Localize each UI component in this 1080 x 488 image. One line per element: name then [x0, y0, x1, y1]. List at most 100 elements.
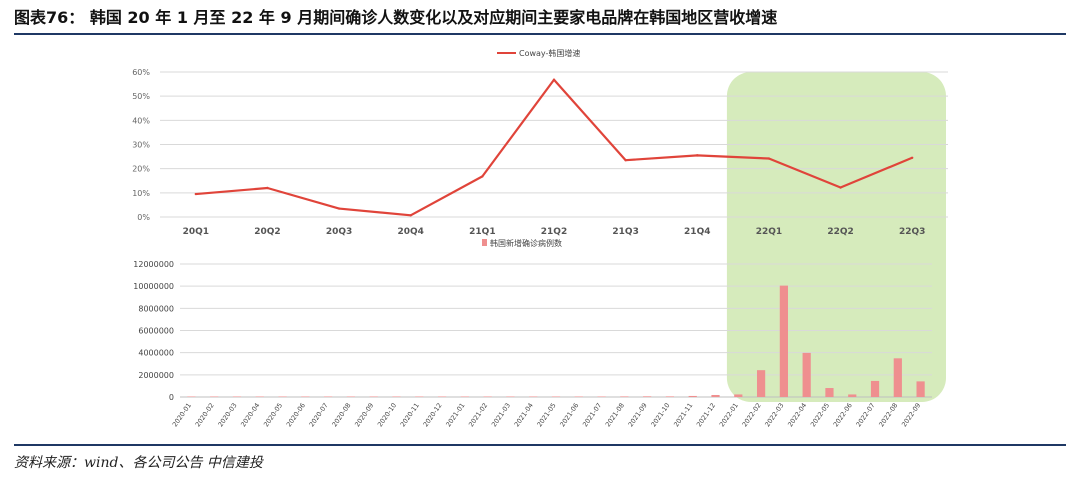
- figure-header: 图表76： 韩国 20 年 1 月至 22 年 9 月期间确诊人数变化以及对应期…: [14, 4, 1066, 34]
- line-x-tick-label: 21Q2: [541, 227, 567, 237]
- bar-x-tick-label: 2020-03: [216, 402, 238, 429]
- line-point: [910, 156, 914, 159]
- line-x-tick-label: 21Q4: [684, 227, 710, 237]
- line-x-tick-label: 22Q2: [827, 227, 853, 237]
- bar-x-tick-label: 2020-05: [262, 402, 284, 429]
- bar: [278, 396, 287, 397]
- bar: [415, 396, 424, 397]
- line-point: [194, 192, 198, 196]
- bar: [392, 396, 401, 397]
- bar: [756, 370, 766, 397]
- line-point: [337, 207, 341, 210]
- bar-x-tick-label: 2021-12: [695, 402, 717, 429]
- line-point: [481, 175, 484, 178]
- bar-x-tick-label: 2021-10: [649, 402, 671, 429]
- bar: [802, 352, 811, 397]
- line-y-tick-label: 40%: [132, 116, 150, 125]
- bar: [506, 396, 515, 397]
- line-x-tick-label: 20Q4: [398, 227, 424, 237]
- line-legend-label: Coway-韩国增速: [519, 48, 580, 58]
- bar: [255, 396, 264, 397]
- line-point: [696, 154, 699, 157]
- line-point: [767, 157, 771, 160]
- combined-chart: 0% 10% 20% 30% 40% 50% 60% 20Q1 20Q2 20Q3 20Q4 21Q1…: [132, 48, 948, 429]
- line-y-tick-label: 0%: [137, 213, 150, 222]
- bar: [711, 394, 720, 397]
- bar: [574, 396, 583, 397]
- bar: [187, 396, 196, 397]
- bar: [870, 380, 880, 397]
- bar-x-tick-label: 2020-06: [285, 402, 307, 429]
- bar-x-tick-label: 2022-02: [741, 402, 763, 429]
- bar-x-tick-label: 2022-09: [900, 402, 922, 429]
- bar-y-tick-label: 6000000: [138, 327, 174, 336]
- line-y-tick-label: 10%: [132, 189, 150, 198]
- line-x-tick-label: 20Q1: [183, 227, 209, 237]
- bar: [346, 396, 356, 397]
- bar: [893, 358, 902, 397]
- bar-x-tick-label: 2021-04: [513, 402, 535, 429]
- bar: [916, 381, 925, 397]
- bar-x-tick-label: 2021-03: [490, 402, 512, 429]
- bar-x-tick-label: 2020-01: [171, 402, 193, 429]
- line-x-tick-label: 21Q1: [469, 227, 495, 237]
- bar-x-tick-label: 2021-08: [604, 402, 626, 429]
- bar: [825, 388, 834, 397]
- bar-x-tick-label: 2021-09: [627, 402, 649, 429]
- bar: [324, 396, 333, 397]
- bar-y-tick-label: 0: [169, 393, 174, 402]
- bar: [597, 396, 606, 397]
- bar: [688, 395, 697, 397]
- line-point: [409, 214, 412, 217]
- figure-source: 资料来源：wind、各公司公告 中信建投: [14, 455, 263, 471]
- line-x-tick-label: 22Q1: [756, 227, 782, 237]
- bar-legend-label: 韩国新增确诊病例数: [490, 238, 562, 248]
- line-x-tick-label: 20Q2: [254, 227, 280, 237]
- bar-x-tick-label: 2020-04: [239, 402, 261, 429]
- bar-y-tick-label: 8000000: [138, 304, 174, 313]
- top-rule: [14, 33, 1066, 35]
- line-x-tick-label: 22Q3: [899, 227, 925, 237]
- bar-legend-swatch: [482, 239, 487, 246]
- bar-x-tick-label: 2021-05: [535, 402, 557, 429]
- bar: [848, 394, 857, 397]
- bar-x-tick-label: 2020-02: [194, 402, 216, 429]
- bar-x-tick-label: 2021-11: [672, 402, 694, 429]
- line-y-tick-label: 60%: [132, 68, 150, 77]
- bar: [483, 396, 492, 397]
- line-point: [552, 78, 556, 81]
- line-y-tick-label: 50%: [132, 92, 150, 101]
- bar: [551, 396, 561, 397]
- bar-y-tick-label: 4000000: [138, 349, 174, 358]
- bar-x-tick-label: 2022-01: [718, 402, 740, 429]
- bar-x-tick-label: 2022-04: [786, 402, 808, 429]
- bar: [301, 396, 310, 397]
- bar-x-tick-label: 2022-08: [877, 402, 899, 429]
- bar-x-tick-label: 2020-12: [422, 402, 444, 429]
- bar: [620, 396, 629, 397]
- line-x-tick-label: 21Q3: [612, 227, 638, 237]
- bar-x-tick-label: 2021-01: [444, 402, 466, 429]
- bar: [529, 396, 538, 397]
- bar: [232, 396, 242, 397]
- bar: [369, 396, 378, 397]
- bar-x-tick-label: 2021-02: [467, 402, 489, 429]
- bottom-rule: [14, 444, 1066, 446]
- bar-x-tick-label: 2022-07: [855, 402, 877, 429]
- line-y-tick-label: 30%: [132, 141, 150, 150]
- bar-x-tick-label: 2022-06: [832, 402, 854, 429]
- bar-x-tick-label: 2022-03: [763, 402, 785, 429]
- bar: [665, 396, 675, 397]
- bar-x-tick-label: 2022-05: [809, 402, 831, 429]
- bar: [437, 396, 447, 397]
- line-x-tick-label: 20Q3: [326, 227, 352, 237]
- bar: [210, 396, 219, 397]
- bar-x-tick-label: 2021-07: [581, 402, 603, 429]
- bar-y-tick-label: 2000000: [138, 371, 174, 380]
- bar-y-tick-label: 10000000: [133, 282, 174, 291]
- bar-x-tick-label: 2020-10: [376, 402, 398, 429]
- line-point: [266, 186, 269, 190]
- bar: [734, 394, 743, 397]
- bar-x-tick-label: 2020-09: [353, 402, 375, 429]
- bar: [460, 396, 469, 397]
